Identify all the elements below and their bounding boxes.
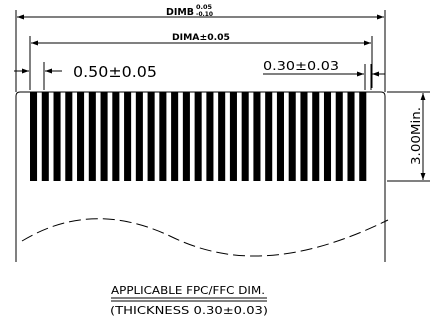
pitch-label: 0.50±0.05 bbox=[73, 63, 157, 81]
conductor-strip bbox=[253, 92, 261, 181]
conductor-strip bbox=[65, 92, 73, 181]
min-length-dimension: 3.00Min. bbox=[387, 91, 430, 182]
conductor-strip bbox=[147, 92, 155, 181]
min-length-label: 3.00Min. bbox=[409, 107, 423, 165]
lead-width-dimension: 0.30±0.03 bbox=[263, 59, 385, 90]
dim-a-label: DIMA±0.05 bbox=[172, 33, 230, 43]
conductor-strip bbox=[30, 92, 38, 181]
conductor-strip bbox=[41, 92, 49, 181]
caption: APPLICABLE FPC/FFC DIM. (THICKNESS 0.30±… bbox=[110, 285, 268, 317]
conductor-strip bbox=[206, 92, 214, 181]
dim-b-tolerance-upper: 0.05 bbox=[196, 3, 213, 11]
conductor-strip bbox=[229, 92, 237, 181]
caption-title: APPLICABLE FPC/FFC DIM. bbox=[111, 285, 265, 297]
fpc-break-line bbox=[21, 218, 389, 257]
conductor-strip bbox=[182, 92, 190, 181]
conductor-array bbox=[30, 92, 367, 181]
conductor-strip bbox=[241, 92, 249, 181]
conductor-strip bbox=[300, 92, 308, 181]
conductor-strip bbox=[77, 92, 85, 181]
conductor-strip bbox=[276, 92, 284, 181]
conductor-strip bbox=[171, 92, 179, 181]
caption-thickness: (THICKNESS 0.30±0.03) bbox=[110, 305, 268, 317]
dim-b-dimension: DIMB 0.05 -0.10 bbox=[15, 3, 386, 92]
dim-b-tolerance-lower: -0.10 bbox=[196, 10, 213, 18]
conductor-strip bbox=[135, 92, 143, 181]
conductor-strip bbox=[347, 92, 355, 181]
pitch-dimension: 0.50±0.05 bbox=[14, 62, 157, 90]
conductor-strip bbox=[218, 92, 226, 181]
conductor-strip bbox=[53, 92, 61, 181]
conductor-strip bbox=[124, 92, 132, 181]
conductor-strip bbox=[335, 92, 343, 181]
conductor-strip bbox=[159, 92, 167, 181]
conductor-strip bbox=[88, 92, 96, 181]
conductor-strip bbox=[288, 92, 296, 181]
dim-b-label: DIMB bbox=[166, 7, 194, 18]
lead-width-label: 0.30±0.03 bbox=[263, 59, 339, 73]
conductor-strip bbox=[194, 92, 202, 181]
conductor-strip bbox=[265, 92, 273, 181]
conductor-strip bbox=[312, 92, 320, 181]
conductor-strip bbox=[359, 92, 367, 181]
conductor-strip bbox=[100, 92, 108, 181]
conductor-strip bbox=[323, 92, 332, 181]
fpc-body bbox=[15, 91, 389, 262]
conductor-strip bbox=[112, 92, 120, 181]
